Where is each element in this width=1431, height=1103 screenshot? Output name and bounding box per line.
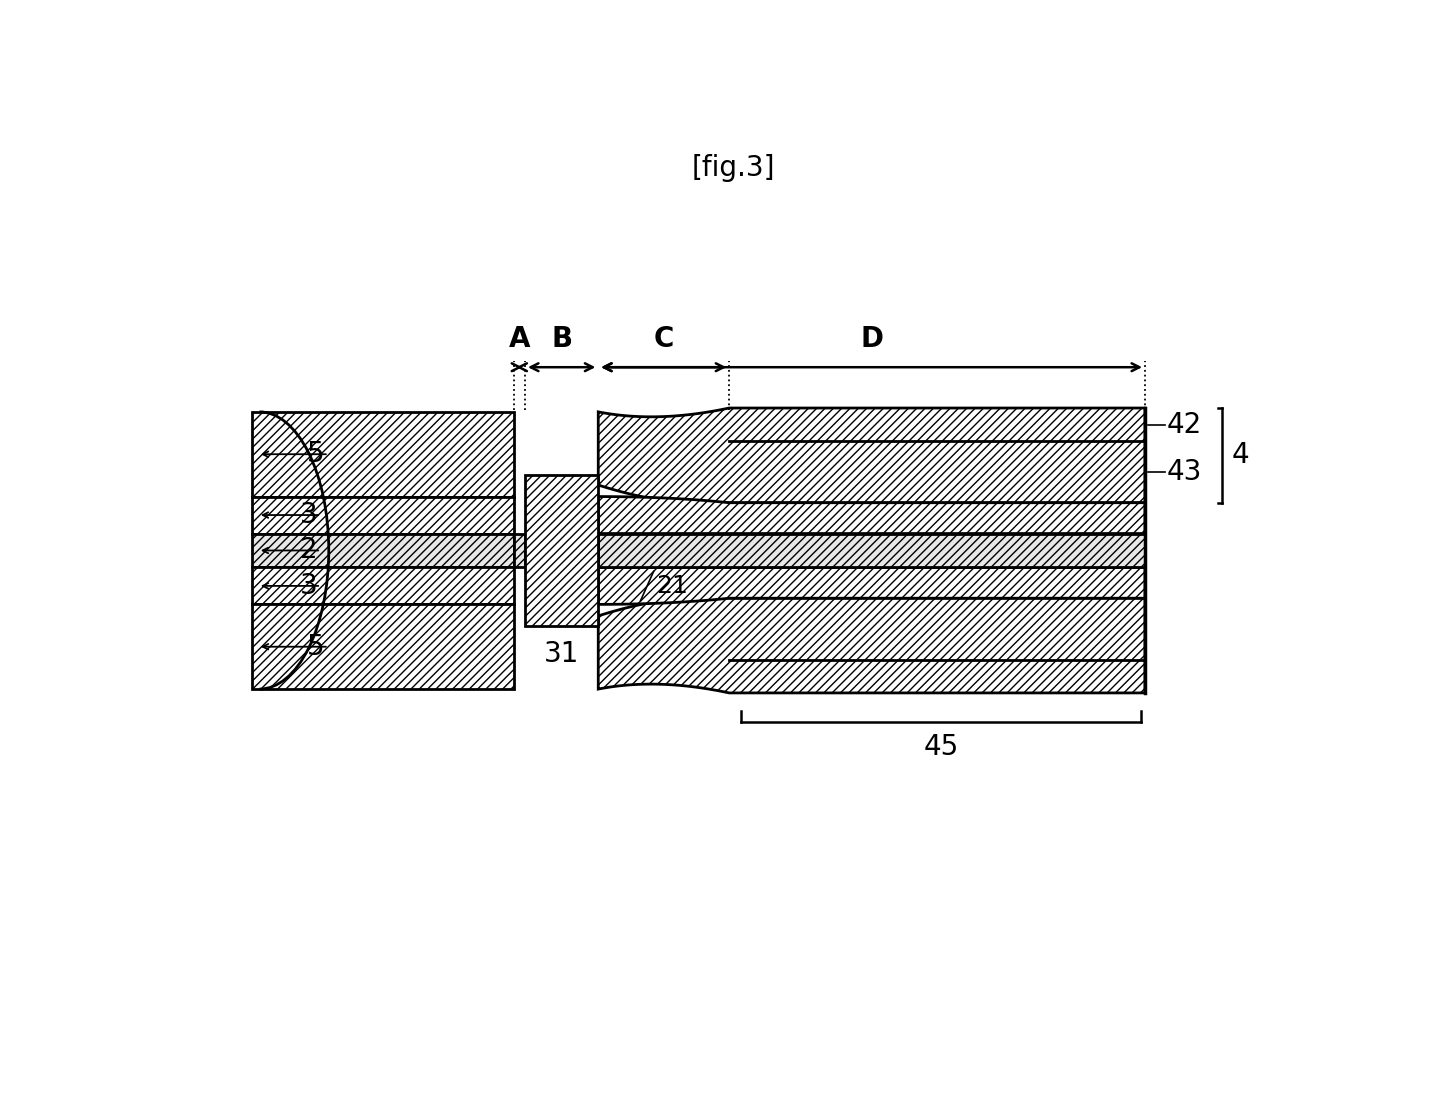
Bar <box>252 411 514 496</box>
Bar <box>252 604 514 689</box>
Bar <box>252 567 514 604</box>
Text: 42: 42 <box>1166 410 1202 439</box>
Text: [fig.3]: [fig.3] <box>691 154 774 182</box>
Text: 31: 31 <box>544 640 580 667</box>
Text: 4: 4 <box>1231 441 1249 470</box>
Text: 3: 3 <box>299 571 318 600</box>
Bar <box>598 534 1145 567</box>
Text: 5: 5 <box>308 633 325 661</box>
Text: B: B <box>551 325 572 353</box>
Text: 2: 2 <box>299 536 318 565</box>
Text: 5: 5 <box>308 440 325 468</box>
Polygon shape <box>598 597 1145 693</box>
Text: 21: 21 <box>655 574 688 598</box>
Text: 43: 43 <box>1166 458 1202 486</box>
Polygon shape <box>598 496 1145 534</box>
Polygon shape <box>598 567 1145 604</box>
Bar <box>525 475 598 625</box>
Text: A: A <box>508 325 529 353</box>
Bar <box>252 534 514 567</box>
Text: 3: 3 <box>299 501 318 529</box>
Text: C: C <box>654 325 674 353</box>
Text: D: D <box>860 325 883 353</box>
Bar <box>514 534 525 567</box>
Bar <box>252 496 514 534</box>
Text: 45: 45 <box>923 733 959 761</box>
Polygon shape <box>598 408 1145 504</box>
